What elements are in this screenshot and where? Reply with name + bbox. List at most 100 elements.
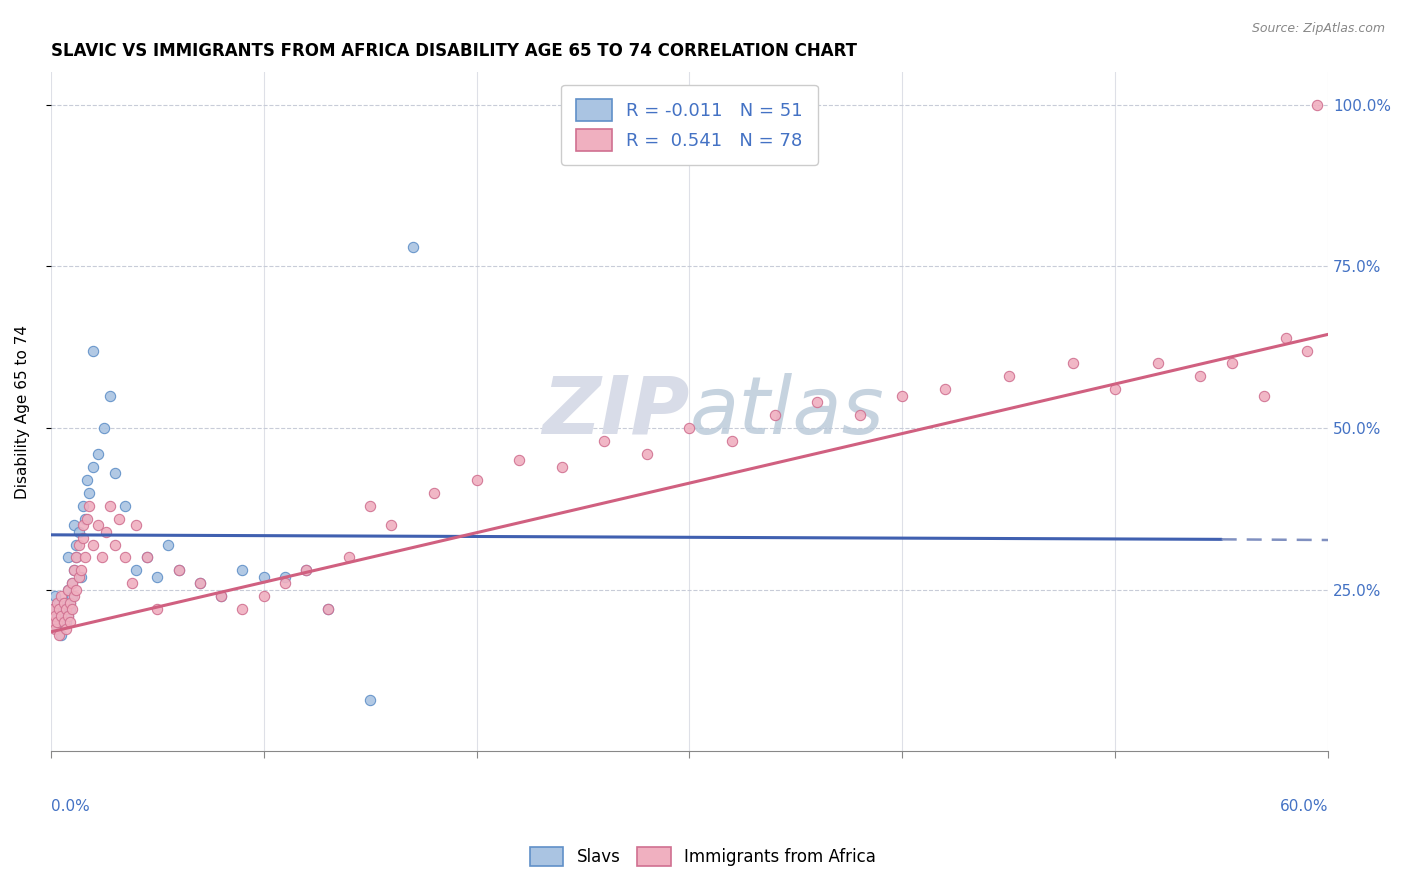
Point	[104, 537, 127, 551]
Point	[48, 602, 70, 616]
Point	[90, 550, 112, 565]
Point	[60, 589, 83, 603]
Point	[121, 576, 143, 591]
Point	[1146, 356, 1168, 370]
Text: SLAVIC VS IMMIGRANTS FROM AFRICA DISABILITY AGE 65 TO 74 CORRELATION CHART: SLAVIC VS IMMIGRANTS FROM AFRICA DISABIL…	[51, 42, 856, 60]
Point	[167, 563, 190, 577]
Point	[337, 550, 360, 565]
Point	[231, 602, 253, 616]
Point	[209, 589, 232, 603]
Point	[551, 459, 574, 474]
Point	[48, 596, 70, 610]
Point	[934, 382, 956, 396]
Point	[167, 563, 190, 577]
Point	[86, 447, 108, 461]
Point	[135, 550, 157, 565]
Point	[55, 602, 77, 616]
Point	[402, 240, 425, 254]
Point	[316, 602, 339, 616]
Point	[55, 615, 77, 629]
Point	[51, 602, 73, 616]
Point	[67, 524, 90, 539]
Point	[508, 453, 530, 467]
Point	[1253, 389, 1275, 403]
Point	[998, 369, 1021, 384]
Point	[65, 537, 87, 551]
Point	[52, 596, 75, 610]
Point	[104, 467, 127, 481]
Point	[721, 434, 744, 448]
Point	[96, 524, 118, 539]
Point	[77, 485, 100, 500]
Point	[60, 576, 83, 591]
Point	[82, 343, 104, 358]
Point	[59, 596, 82, 610]
Y-axis label: Disability Age 65 to 74: Disability Age 65 to 74	[15, 325, 30, 499]
Point	[231, 563, 253, 577]
Point	[60, 576, 83, 591]
Text: 60.0%: 60.0%	[1279, 799, 1329, 814]
Text: ZIP: ZIP	[543, 373, 689, 451]
Point	[44, 622, 66, 636]
Point	[52, 608, 75, 623]
Point	[46, 622, 69, 636]
Point	[56, 550, 79, 565]
Text: atlas: atlas	[689, 373, 884, 451]
Point	[188, 576, 211, 591]
Point	[46, 608, 69, 623]
Point	[156, 537, 179, 551]
Point	[51, 628, 73, 642]
Point	[125, 518, 148, 533]
Point	[42, 602, 65, 616]
Point	[42, 615, 65, 629]
Point	[1295, 343, 1317, 358]
Text: Source: ZipAtlas.com: Source: ZipAtlas.com	[1251, 22, 1385, 36]
Point	[114, 499, 136, 513]
Point	[52, 596, 75, 610]
Point	[69, 563, 91, 577]
Point	[253, 589, 276, 603]
Point	[48, 615, 70, 629]
Point	[82, 537, 104, 551]
Point	[849, 408, 872, 422]
Point	[46, 615, 69, 629]
Point	[52, 615, 75, 629]
Point	[1306, 97, 1329, 112]
Point	[806, 395, 828, 409]
Point	[59, 615, 82, 629]
Point	[891, 389, 914, 403]
Point	[146, 570, 169, 584]
Point	[146, 602, 169, 616]
Point	[188, 576, 211, 591]
Point	[69, 570, 91, 584]
Point	[209, 589, 232, 603]
Point	[51, 589, 73, 603]
Legend: Slavs, Immigrants from Africa: Slavs, Immigrants from Africa	[523, 840, 883, 873]
Point	[44, 608, 66, 623]
Point	[423, 485, 446, 500]
Point	[1220, 356, 1243, 370]
Point	[678, 421, 700, 435]
Point	[1189, 369, 1212, 384]
Point	[295, 563, 318, 577]
Point	[44, 615, 66, 629]
Point	[72, 518, 94, 533]
Point	[65, 550, 87, 565]
Point	[42, 602, 65, 616]
Point	[593, 434, 616, 448]
Point	[253, 570, 276, 584]
Point	[55, 602, 77, 616]
Point	[59, 602, 82, 616]
Point	[359, 499, 381, 513]
Point	[46, 596, 69, 610]
Point	[60, 602, 83, 616]
Point	[72, 499, 94, 513]
Point	[76, 511, 98, 525]
Point	[100, 389, 122, 403]
Point	[295, 563, 318, 577]
Point	[108, 511, 131, 525]
Point	[359, 692, 381, 706]
Point	[73, 511, 96, 525]
Point	[73, 550, 96, 565]
Point	[56, 608, 79, 623]
